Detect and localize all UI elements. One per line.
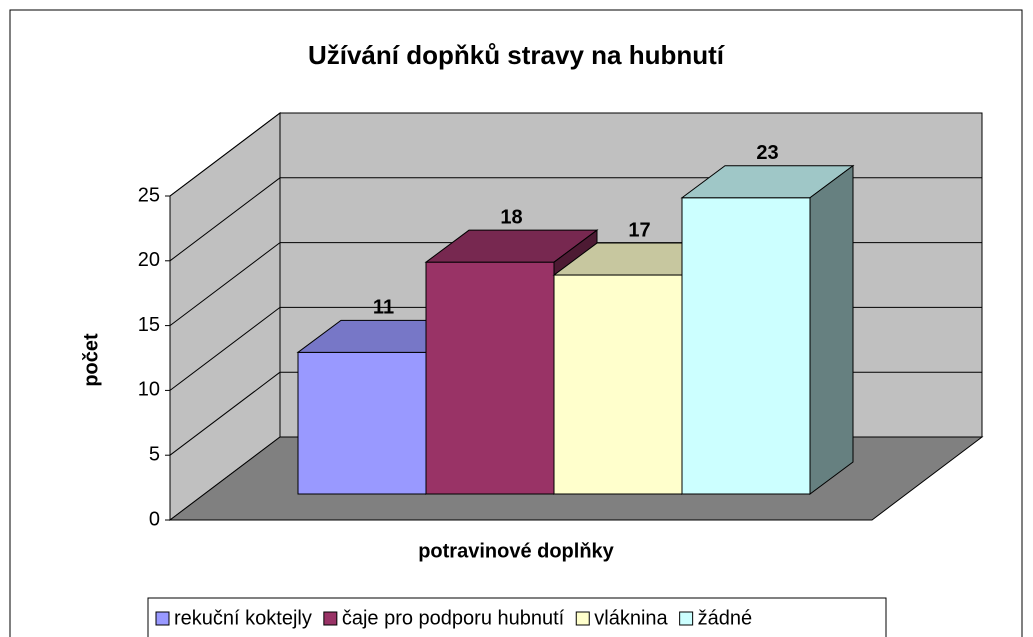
y-tick-label: 10 [138,379,160,401]
bar-front [425,261,555,495]
legend [147,597,887,637]
legend-swatch [323,611,338,626]
x-axis-label: potravinové doplňky [418,540,614,562]
data-label: 18 [500,206,522,228]
legend-label: vláknina [594,607,668,629]
data-label: 23 [756,142,778,164]
grid-line [169,177,281,262]
chart-title: Užívání dopňků stravy na hubnutí [308,40,725,70]
bar-front [553,274,683,495]
data-label: 17 [628,219,650,241]
y-tick-label: 15 [138,314,160,336]
y-axis-label: počet [80,333,102,387]
legend-swatch [155,611,170,626]
data-label: 11 [373,297,394,319]
y-tick-label: 20 [138,249,160,271]
legend-swatch [679,611,694,626]
legend-label: žádné [698,607,753,629]
y-tick-label: 0 [149,508,160,530]
y-tick-label: 25 [138,184,160,206]
bar-front [681,197,811,495]
legend-label: čaje pro podporu hubnutí [342,607,565,629]
legend-swatch [575,611,590,626]
bar-front [297,351,427,495]
bar-side [809,164,854,495]
y-tick-label: 5 [149,443,160,465]
grid-line [169,242,281,326]
legend-label: rekuční koktejly [174,607,312,629]
grid-line [169,371,281,456]
grid-line [169,112,281,197]
grid-line [169,307,281,391]
